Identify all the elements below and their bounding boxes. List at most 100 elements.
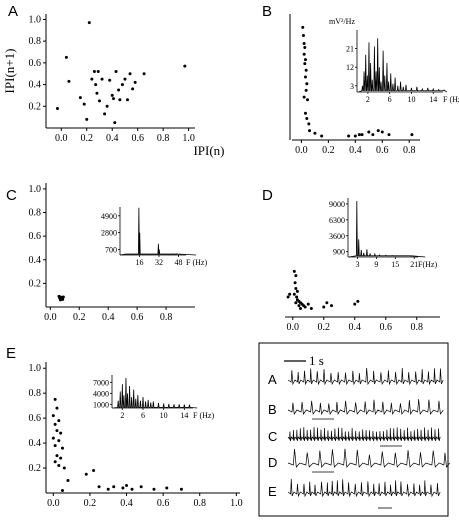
x-tick-label: 0.0 [295, 145, 308, 156]
data-point [410, 133, 414, 137]
data-point [67, 79, 71, 83]
data-point [123, 77, 127, 81]
data-point [126, 98, 130, 102]
data-point [66, 479, 70, 483]
x-tick-label: 0.0 [287, 322, 300, 333]
data-point [309, 306, 313, 310]
data-point [78, 96, 82, 100]
data-point [330, 304, 333, 308]
inset-x-tick-label: 10 [407, 95, 415, 104]
data-point [301, 33, 305, 37]
data-point [325, 301, 329, 305]
data-point [59, 456, 63, 460]
data-point [303, 305, 307, 309]
inset-y-tick-label: 4900 [101, 212, 117, 221]
inset-x-tick-label: 15 [391, 260, 399, 269]
data-point [302, 52, 306, 56]
scatter-panel-b: B 0.0 0.2 0.4 0.6 0.8 2 6 10 14 3 12 21 F (Hz) mV²/Hz [262, 3, 459, 156]
data-point [295, 295, 299, 299]
y-tick-label: 1.0 [29, 14, 42, 25]
data-point [97, 485, 101, 489]
y-tick-label: 0.2 [29, 101, 42, 112]
data-point [131, 87, 135, 91]
inset-y-tick-label: 2800 [101, 229, 117, 238]
traces-frame [258, 342, 449, 517]
data-point [297, 304, 301, 308]
data-point [55, 106, 59, 110]
x-tick-label: 0.0 [47, 498, 60, 509]
data-point [113, 121, 117, 125]
data-point [114, 70, 118, 74]
data-point [62, 466, 66, 470]
x-tick-label: 0.8 [193, 498, 206, 509]
inset-y-tick-label: 1000 [93, 400, 109, 409]
y-tick-label: 0.6 [29, 58, 42, 69]
x-tick-label: 0.4 [120, 498, 133, 509]
data-point [55, 429, 59, 433]
y-tick-label: 0.2 [29, 463, 42, 474]
x-tick-label: 0.6 [131, 312, 144, 323]
inset-spectrum-line [113, 377, 198, 409]
scale-bar-label: 1 s [309, 353, 324, 368]
panel-letter: E [6, 345, 16, 362]
data-point [360, 133, 364, 137]
data-point [95, 91, 99, 95]
voltage-trace [287, 427, 441, 442]
y-tick-label: 0.6 [29, 413, 42, 424]
data-point [57, 419, 61, 423]
inset-y-tick-label: 6300 [329, 216, 345, 225]
inset-y-tick-label: 4000 [93, 389, 109, 398]
data-point [125, 484, 129, 488]
data-point [288, 292, 292, 296]
data-point [128, 72, 132, 76]
data-point [353, 134, 357, 138]
data-point [347, 134, 351, 138]
x-tick-label: 0.2 [73, 312, 86, 323]
y-tick-label: 0.2 [29, 278, 42, 289]
x-tick-label: 0.2 [318, 322, 331, 333]
data-point [117, 88, 121, 92]
data-point [103, 112, 107, 116]
data-point [57, 439, 61, 443]
voltage-trace [287, 448, 450, 468]
data-point [357, 133, 361, 137]
data-point [64, 55, 68, 59]
data-point [110, 93, 114, 97]
x-tick-label: 0.6 [157, 498, 170, 509]
data-point [139, 485, 143, 489]
inset-x-axis-title: F (Hz) [186, 258, 207, 267]
data-point [305, 117, 309, 121]
scatter-panel-a: A0.0 0.2 0.4 0.6 0.8 1.00.20.40.60.81.0IPI(n)… [2, 3, 225, 158]
data-point [59, 431, 63, 435]
data-point [356, 299, 360, 303]
data-point [92, 70, 96, 74]
data-point [165, 486, 169, 490]
x-tick-label: 0.2 [81, 133, 94, 144]
data-point [303, 111, 307, 115]
data-point [301, 25, 305, 29]
x-tick-label: 0.8 [160, 312, 173, 323]
data-point [57, 464, 61, 468]
data-point [367, 130, 371, 134]
panel-letter: A [8, 3, 18, 20]
data-point [51, 436, 55, 440]
data-point [112, 485, 116, 489]
data-point [106, 487, 110, 491]
inset-y-tick-label: 3600 [329, 232, 345, 241]
voltage-trace [287, 367, 444, 386]
data-point [55, 454, 59, 458]
data-point [387, 133, 391, 137]
voltage-trace [287, 478, 441, 498]
inset-spectrum-line [358, 38, 448, 93]
inset-x-tick-label: 2 [366, 95, 370, 104]
data-point [322, 305, 326, 309]
panel-letter: D [262, 187, 273, 204]
data-point [294, 274, 298, 278]
data-point [60, 489, 64, 493]
inset-y-tick-label: 9000 [329, 200, 345, 209]
data-point [293, 281, 297, 285]
inset-x-tick-label: 3 [355, 260, 359, 269]
inset-x-tick-label: 9 [374, 260, 378, 269]
trace-row-label: B [268, 402, 277, 417]
data-point [152, 487, 156, 491]
